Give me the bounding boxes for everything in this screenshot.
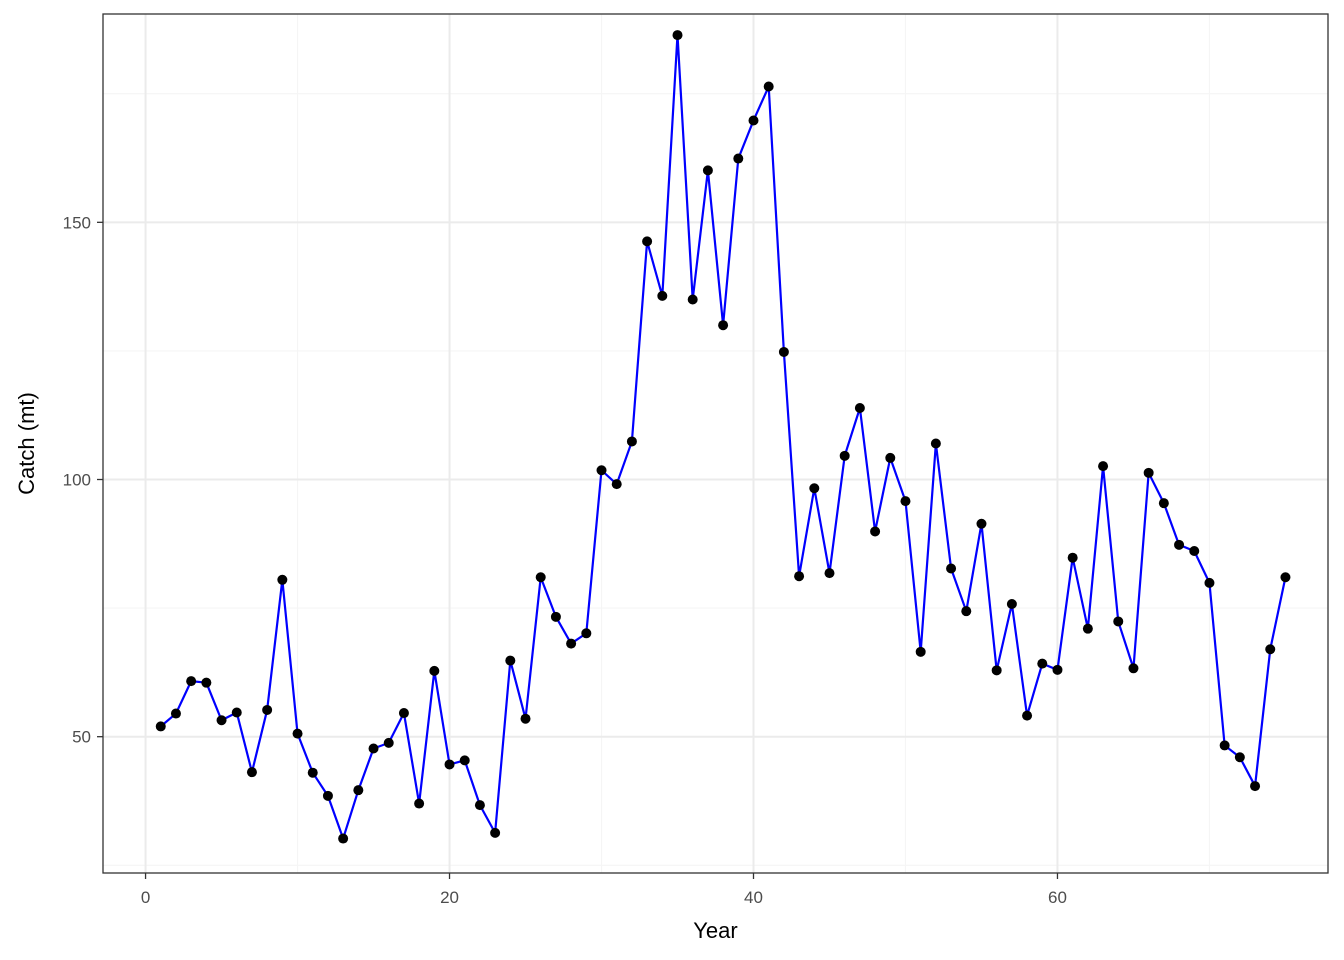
data-point (596, 465, 607, 476)
data-point (581, 628, 592, 639)
panel-border (102, 13, 1329, 874)
data-point (763, 81, 774, 92)
data-point (1280, 572, 1291, 583)
data-point (414, 798, 425, 809)
data-point (1265, 644, 1276, 655)
data-point (505, 655, 516, 666)
y-axis-ticks: 50 100 150 (63, 213, 103, 747)
data-point (459, 755, 470, 766)
x-axis-title: Year (693, 918, 737, 943)
data-point (611, 479, 622, 490)
data-point (550, 611, 561, 622)
y-axis-title: Catch (mt) (14, 392, 39, 495)
data-point (1128, 663, 1139, 674)
data-point (900, 496, 911, 507)
data-point (262, 704, 273, 715)
data-point (353, 785, 364, 796)
data-point (1158, 498, 1169, 509)
data-point (338, 833, 349, 844)
y-tick-label: 50 (72, 728, 91, 747)
data-point (1067, 552, 1078, 563)
data-point (626, 436, 637, 447)
data-point (246, 767, 257, 778)
data-point (398, 708, 409, 719)
data-point (490, 827, 501, 838)
data-point (794, 571, 805, 582)
data-point (961, 606, 972, 617)
data-point (1022, 710, 1033, 721)
data-point (1037, 658, 1048, 669)
data-point (535, 572, 546, 583)
data-point (991, 665, 1002, 676)
catch-data-points (155, 30, 1291, 844)
data-point (733, 153, 744, 164)
data-point (854, 403, 865, 414)
data-point (277, 574, 288, 585)
data-point (642, 236, 653, 247)
x-tick-label: 20 (440, 888, 459, 907)
data-point (915, 646, 926, 657)
data-point (216, 715, 227, 726)
data-point (930, 438, 941, 449)
y-tick-label: 150 (63, 213, 91, 232)
data-point (1189, 546, 1200, 557)
data-point (778, 346, 789, 357)
data-point (1204, 577, 1215, 588)
data-point (687, 294, 698, 305)
data-point (1006, 598, 1017, 609)
x-tick-label: 60 (1048, 888, 1067, 907)
data-point (718, 320, 729, 331)
data-point (870, 526, 881, 537)
x-tick-label: 40 (744, 888, 763, 907)
grid-lines (103, 14, 1328, 873)
data-point (155, 721, 166, 732)
data-point (672, 30, 683, 41)
data-point (307, 767, 318, 778)
data-point (383, 737, 394, 748)
data-point (1098, 461, 1109, 472)
data-point (1250, 781, 1261, 792)
data-point (657, 290, 668, 301)
data-point (292, 728, 303, 739)
data-point (429, 665, 440, 676)
y-tick-label: 100 (63, 471, 91, 490)
data-point (444, 759, 455, 770)
data-point (186, 676, 197, 687)
data-point (1219, 740, 1230, 751)
data-point (976, 518, 987, 529)
data-point (520, 713, 531, 724)
data-point (946, 563, 957, 574)
data-point (885, 452, 896, 463)
data-point (1082, 623, 1093, 634)
data-point (474, 800, 485, 811)
data-point (170, 708, 181, 719)
data-point (824, 568, 835, 579)
data-point (748, 115, 759, 126)
data-point (1143, 467, 1154, 478)
data-point (839, 450, 850, 461)
data-point (702, 165, 713, 176)
data-point (1052, 664, 1063, 675)
data-point (322, 790, 333, 801)
data-point (1174, 539, 1185, 550)
data-point (809, 483, 820, 494)
data-point (201, 677, 212, 688)
data-point (368, 743, 379, 754)
data-point (1113, 616, 1124, 627)
data-point (1234, 752, 1245, 763)
data-point (566, 638, 577, 649)
x-tick-label: 0 (141, 888, 150, 907)
x-axis-ticks: 0 20 40 60 (141, 873, 1067, 907)
data-point (231, 707, 242, 718)
